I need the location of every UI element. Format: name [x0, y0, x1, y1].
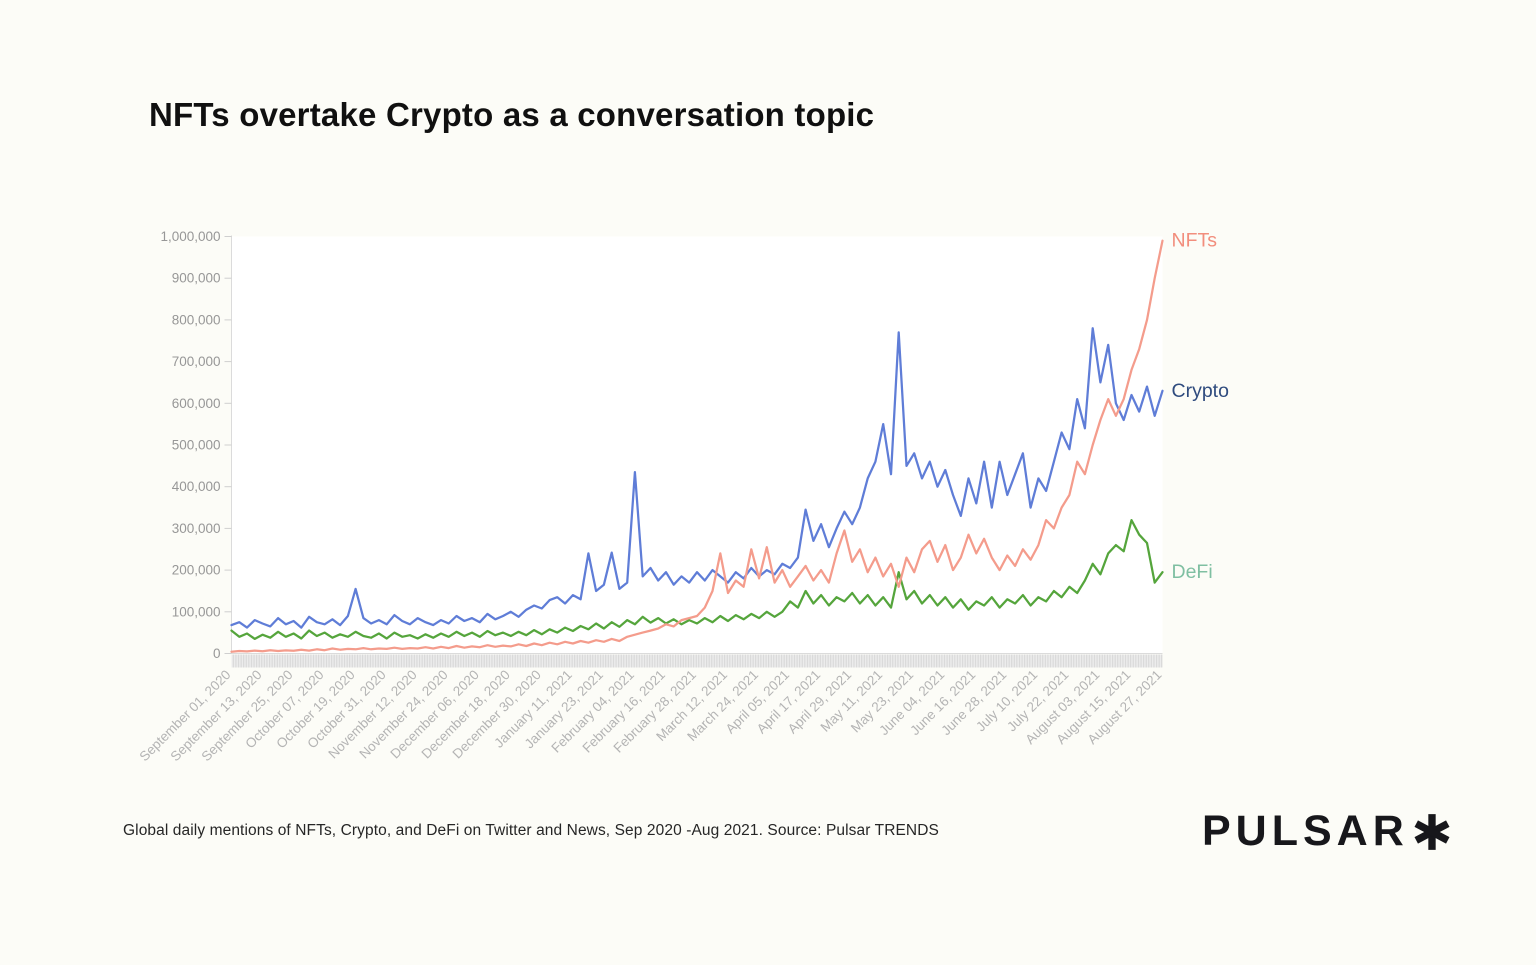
pulsar-logo-text: PULSAR	[1202, 807, 1409, 855]
y-axis-label: 900,000	[172, 271, 221, 286]
y-axis-label: 300,000	[172, 521, 221, 536]
asterisk-icon	[1414, 813, 1450, 850]
chart-caption: Global daily mentions of NFTs, Crypto, a…	[123, 822, 939, 839]
nfts-series-label: NFTs	[1172, 230, 1218, 252]
y-axis-label: 100,000	[172, 604, 221, 619]
plot-area	[231, 236, 1163, 654]
y-axis: 0 100,000 200,000 300,000 400,000 500,000 600,…	[160, 229, 232, 661]
crypto-line	[230, 327, 1164, 629]
page-title: NFTs overtake Crypto as a conversation t…	[149, 96, 875, 133]
y-axis-label: 200,000	[172, 563, 221, 578]
y-axis-label: 600,000	[172, 396, 221, 411]
y-axis-label: 0	[213, 646, 221, 661]
y-axis-label: 800,000	[172, 312, 221, 327]
crypto-series-label: Crypto	[1172, 380, 1230, 402]
y-axis-label: 400,000	[172, 479, 221, 494]
pulsar-logo: PULSAR	[1202, 810, 1453, 853]
nfts-line	[230, 239, 1164, 653]
y-axis-label: 700,000	[172, 354, 221, 369]
y-axis-label: 1,000,000	[160, 229, 220, 244]
day-tick-strip	[231, 654, 1163, 668]
y-axis-label: 500,000	[172, 438, 221, 453]
defi-series-label: DeFi	[1172, 561, 1213, 583]
defi-line	[230, 518, 1164, 641]
